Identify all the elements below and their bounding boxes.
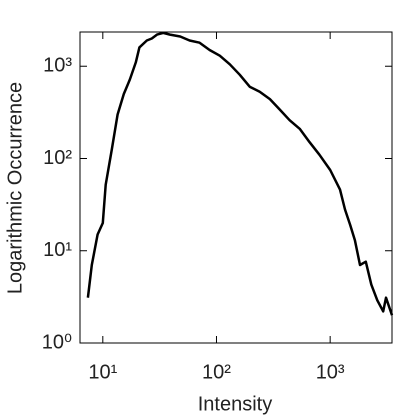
x-axis-label: Intensity bbox=[198, 393, 272, 415]
y-tick-label: 10² bbox=[43, 147, 72, 169]
plot-frame bbox=[79, 31, 393, 344]
x-tick-label: 10¹ bbox=[88, 361, 117, 383]
x-tick-label: 10² bbox=[202, 361, 231, 383]
data-line bbox=[86, 31, 394, 316]
y-tick-label: 10¹ bbox=[43, 239, 72, 261]
y-tick-label: 10³ bbox=[43, 55, 72, 77]
y-tick-label: 10⁰ bbox=[42, 331, 72, 353]
y-axis-label: Logarithmic Occurrence bbox=[4, 82, 26, 294]
x-tick-label: 10³ bbox=[316, 361, 345, 383]
